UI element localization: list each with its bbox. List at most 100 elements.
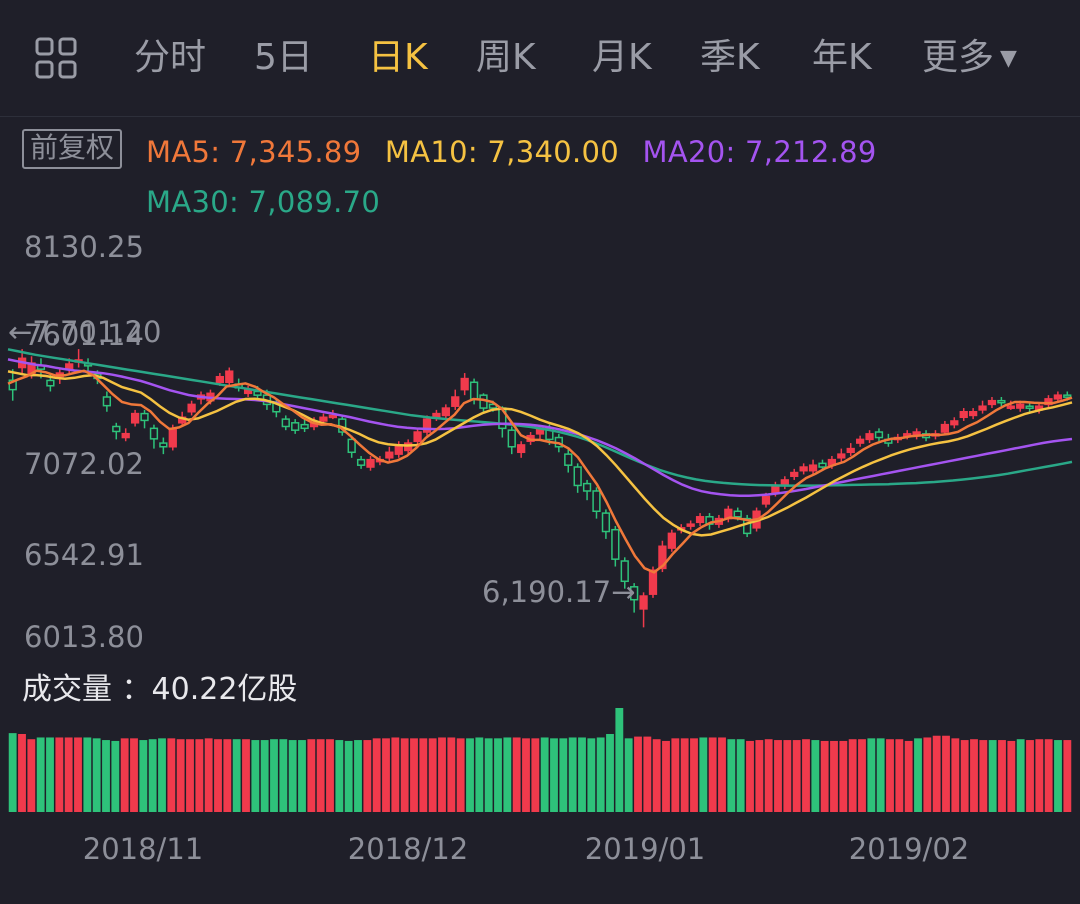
volume-bar xyxy=(634,736,642,812)
period-tab-bar: 分时 5日 日K 周K 月K 季K 年K 更多 ▼ xyxy=(0,0,1080,117)
volume-bar xyxy=(158,738,166,812)
tab-daily-k[interactable]: 日K xyxy=(368,37,428,78)
candle-down xyxy=(582,482,592,492)
volume-bar xyxy=(960,740,969,812)
candle-down xyxy=(469,381,479,400)
candle-down xyxy=(620,560,629,583)
candle-down xyxy=(112,425,121,433)
volume-bar xyxy=(1063,740,1072,812)
candle-up xyxy=(1006,405,1015,409)
candle-down xyxy=(291,422,300,431)
volume-bar xyxy=(774,740,782,812)
candle-up xyxy=(366,458,375,468)
candle-up xyxy=(130,412,140,424)
candle-up xyxy=(441,407,450,417)
tab-quarterly-k[interactable]: 季K xyxy=(700,37,760,78)
candle-down xyxy=(1063,394,1072,398)
volume-bar xyxy=(811,740,820,812)
volume-bar xyxy=(279,739,288,812)
volume-bar xyxy=(988,740,997,812)
volume-bar xyxy=(176,739,185,812)
candle-down xyxy=(743,517,752,535)
ma20-legend: MA20: 7,212.89 xyxy=(642,135,877,169)
ma10-line xyxy=(7,370,1073,537)
volume-bar xyxy=(568,737,577,812)
volume-bar xyxy=(522,738,530,812)
candle-up xyxy=(686,523,695,527)
volume-bar xyxy=(354,740,362,812)
volume-bar xyxy=(615,708,624,812)
volume-bar xyxy=(624,738,633,812)
grid-icon[interactable] xyxy=(34,36,78,80)
candle-up xyxy=(856,438,865,444)
volume-bar xyxy=(512,737,521,812)
volume-bar xyxy=(895,739,904,812)
candle-down xyxy=(630,586,639,601)
volume-bar xyxy=(419,738,428,812)
volume-bar xyxy=(288,740,297,812)
candle-down xyxy=(140,412,149,422)
volume-bar xyxy=(531,738,540,812)
candle-down xyxy=(573,466,582,487)
candle-down xyxy=(564,453,573,466)
low-price-annotation: 6,190.17→ xyxy=(482,575,635,609)
volume-bar xyxy=(46,737,54,812)
volume-bar xyxy=(167,738,176,812)
candle-down xyxy=(592,490,601,513)
tab-more[interactable]: 更多 ▼ xyxy=(922,36,1017,85)
volume-bar xyxy=(699,737,708,812)
volume-bar xyxy=(83,737,92,812)
candle-up xyxy=(940,423,950,433)
candle-up xyxy=(978,405,987,411)
tab-5day[interactable]: 5日 xyxy=(254,37,313,78)
candle-up xyxy=(837,453,846,459)
volume-bar xyxy=(438,737,446,812)
volume-bar xyxy=(746,740,754,812)
volume-bar xyxy=(606,734,614,812)
candle-up xyxy=(950,420,959,426)
volume-bar xyxy=(932,735,941,812)
volume-bar xyxy=(232,739,241,812)
candle-up xyxy=(865,433,874,441)
volume-bar xyxy=(858,739,866,812)
volume-readout: 成交量 ：40.22亿股 xyxy=(22,672,298,707)
candle-up xyxy=(968,411,978,417)
volume-bar xyxy=(391,737,400,812)
volume-bar xyxy=(372,738,381,812)
volume-bar xyxy=(456,738,465,812)
volume-bar xyxy=(326,739,334,812)
volume-bar xyxy=(344,740,353,812)
volume-bar xyxy=(764,739,773,812)
volume-bar xyxy=(74,737,82,812)
candle-up xyxy=(799,466,808,472)
volume-bar xyxy=(662,740,670,812)
volume-bar xyxy=(970,739,978,812)
candle-up xyxy=(121,432,130,439)
volume-bar xyxy=(951,738,960,812)
candle-up xyxy=(168,427,177,448)
volume-bar xyxy=(652,739,661,812)
y-tick-label: 7072.02 xyxy=(24,447,144,481)
ma30-line xyxy=(7,348,1073,487)
y-tick-label: 7601.14 xyxy=(24,318,144,352)
tab-intraday[interactable]: 分时 xyxy=(134,37,207,78)
volume-bar xyxy=(904,740,913,812)
volume-bar xyxy=(708,737,717,812)
tab-monthly-k[interactable]: 月K xyxy=(592,37,652,78)
candle-up xyxy=(215,375,224,384)
y-tick-label: 6013.80 xyxy=(24,620,144,654)
tab-yearly-k[interactable]: 年K xyxy=(812,37,872,78)
candle-down xyxy=(733,510,742,518)
volume-bar xyxy=(867,738,876,812)
candle-up xyxy=(846,447,855,454)
ma5-line xyxy=(7,369,1073,574)
tab-weekly-k[interactable]: 周K xyxy=(476,37,536,78)
ma-legend: MA5: 7,345.89 MA10: 7,340.00 MA20: 7,212… xyxy=(146,127,946,227)
candle-down xyxy=(997,399,1006,404)
candle-up xyxy=(460,377,469,391)
price-adjust-toggle[interactable]: 前复权 xyxy=(22,129,123,169)
volume-bar xyxy=(92,738,101,812)
candle-up xyxy=(648,569,658,595)
volume-bar xyxy=(120,738,129,812)
